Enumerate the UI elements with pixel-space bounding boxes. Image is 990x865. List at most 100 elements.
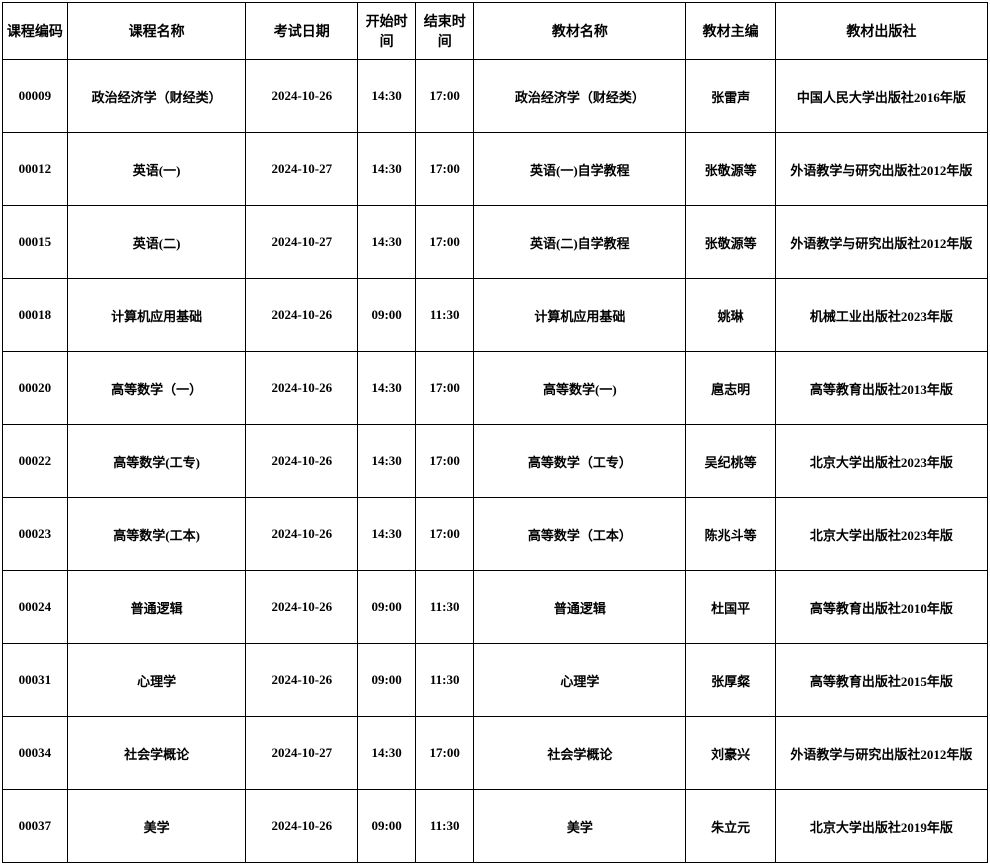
- cell-start: 09:00: [358, 644, 416, 717]
- cell-name: 社会学概论: [67, 717, 246, 790]
- header-end: 结束时间: [416, 3, 474, 60]
- table-row: 00037美学2024-10-2609:0011:30美学朱立元北京大学出版社2…: [3, 790, 988, 863]
- cell-name: 高等数学（一）: [67, 352, 246, 425]
- cell-date: 2024-10-27: [246, 133, 358, 206]
- cell-start: 14:30: [358, 425, 416, 498]
- header-date: 考试日期: [246, 3, 358, 60]
- cell-book: 心理学: [474, 644, 686, 717]
- cell-editor: 张敬源等: [686, 133, 775, 206]
- cell-editor: 吴纪桃等: [686, 425, 775, 498]
- header-start: 开始时间: [358, 3, 416, 60]
- cell-editor: 张敬源等: [686, 206, 775, 279]
- cell-editor: 张雷声: [686, 60, 775, 133]
- table-row: 00022高等数学(工专)2024-10-2614:3017:00高等数学（工专…: [3, 425, 988, 498]
- cell-publisher: 北京大学出版社2023年版: [775, 425, 987, 498]
- cell-date: 2024-10-26: [246, 60, 358, 133]
- cell-publisher: 中国人民大学出版社2016年版: [775, 60, 987, 133]
- cell-book: 美学: [474, 790, 686, 863]
- cell-book: 英语(一)自学教程: [474, 133, 686, 206]
- cell-start: 09:00: [358, 790, 416, 863]
- cell-end: 11:30: [416, 644, 474, 717]
- table-row: 00009政治经济学（财经类）2024-10-2614:3017:00政治经济学…: [3, 60, 988, 133]
- cell-code: 00020: [3, 352, 68, 425]
- cell-end: 17:00: [416, 60, 474, 133]
- cell-name: 英语(一): [67, 133, 246, 206]
- cell-start: 14:30: [358, 206, 416, 279]
- cell-code: 00018: [3, 279, 68, 352]
- cell-publisher: 高等教育出版社2015年版: [775, 644, 987, 717]
- exam-schedule-table: 课程编码课程名称考试日期开始时间结束时间教材名称教材主编教材出版社 00009政…: [2, 2, 988, 863]
- table-header-row: 课程编码课程名称考试日期开始时间结束时间教材名称教材主编教材出版社: [3, 3, 988, 60]
- cell-end: 11:30: [416, 571, 474, 644]
- header-book: 教材名称: [474, 3, 686, 60]
- cell-editor: 杜国平: [686, 571, 775, 644]
- cell-end: 17:00: [416, 352, 474, 425]
- cell-date: 2024-10-27: [246, 206, 358, 279]
- cell-publisher: 外语教学与研究出版社2012年版: [775, 717, 987, 790]
- cell-editor: 张厚粲: [686, 644, 775, 717]
- table-row: 00034社会学概论2024-10-2714:3017:00社会学概论刘豪兴外语…: [3, 717, 988, 790]
- cell-end: 11:30: [416, 790, 474, 863]
- cell-editor: 刘豪兴: [686, 717, 775, 790]
- cell-name: 英语(二): [67, 206, 246, 279]
- table-row: 00023高等数学(工本)2024-10-2614:3017:00高等数学（工本…: [3, 498, 988, 571]
- cell-date: 2024-10-26: [246, 352, 358, 425]
- cell-end: 17:00: [416, 425, 474, 498]
- cell-date: 2024-10-26: [246, 571, 358, 644]
- cell-name: 政治经济学（财经类）: [67, 60, 246, 133]
- cell-editor: 扈志明: [686, 352, 775, 425]
- cell-end: 11:30: [416, 279, 474, 352]
- cell-name: 计算机应用基础: [67, 279, 246, 352]
- cell-date: 2024-10-26: [246, 279, 358, 352]
- cell-book: 普通逻辑: [474, 571, 686, 644]
- cell-book: 英语(二)自学教程: [474, 206, 686, 279]
- cell-book: 高等数学（工本）: [474, 498, 686, 571]
- table-row: 00015英语(二)2024-10-2714:3017:00英语(二)自学教程张…: [3, 206, 988, 279]
- cell-date: 2024-10-27: [246, 717, 358, 790]
- cell-publisher: 北京大学出版社2023年版: [775, 498, 987, 571]
- cell-editor: 姚琳: [686, 279, 775, 352]
- cell-book: 高等数学（工专）: [474, 425, 686, 498]
- cell-book: 社会学概论: [474, 717, 686, 790]
- cell-publisher: 外语教学与研究出版社2012年版: [775, 206, 987, 279]
- cell-editor: 陈兆斗等: [686, 498, 775, 571]
- cell-publisher: 北京大学出版社2019年版: [775, 790, 987, 863]
- cell-book: 政治经济学（财经类）: [474, 60, 686, 133]
- table-row: 00018计算机应用基础2024-10-2609:0011:30计算机应用基础姚…: [3, 279, 988, 352]
- cell-date: 2024-10-26: [246, 790, 358, 863]
- cell-code: 00037: [3, 790, 68, 863]
- table-row: 00024普通逻辑2024-10-2609:0011:30普通逻辑杜国平高等教育…: [3, 571, 988, 644]
- cell-end: 17:00: [416, 206, 474, 279]
- table-row: 00020高等数学（一）2024-10-2614:3017:00高等数学(一)扈…: [3, 352, 988, 425]
- cell-code: 00024: [3, 571, 68, 644]
- cell-name: 美学: [67, 790, 246, 863]
- header-code: 课程编码: [3, 3, 68, 60]
- cell-book: 计算机应用基础: [474, 279, 686, 352]
- cell-start: 14:30: [358, 133, 416, 206]
- cell-start: 09:00: [358, 571, 416, 644]
- cell-end: 17:00: [416, 498, 474, 571]
- cell-code: 00034: [3, 717, 68, 790]
- cell-editor: 朱立元: [686, 790, 775, 863]
- cell-name: 高等数学(工本): [67, 498, 246, 571]
- cell-code: 00012: [3, 133, 68, 206]
- table-row: 00031心理学2024-10-2609:0011:30心理学张厚粲高等教育出版…: [3, 644, 988, 717]
- cell-code: 00015: [3, 206, 68, 279]
- cell-publisher: 机械工业出版社2023年版: [775, 279, 987, 352]
- cell-code: 00009: [3, 60, 68, 133]
- cell-publisher: 高等教育出版社2013年版: [775, 352, 987, 425]
- cell-start: 14:30: [358, 498, 416, 571]
- header-publisher: 教材出版社: [775, 3, 987, 60]
- cell-code: 00023: [3, 498, 68, 571]
- cell-start: 09:00: [358, 279, 416, 352]
- cell-date: 2024-10-26: [246, 644, 358, 717]
- header-editor: 教材主编: [686, 3, 775, 60]
- cell-name: 心理学: [67, 644, 246, 717]
- cell-publisher: 外语教学与研究出版社2012年版: [775, 133, 987, 206]
- cell-start: 14:30: [358, 352, 416, 425]
- cell-start: 14:30: [358, 60, 416, 133]
- cell-end: 17:00: [416, 133, 474, 206]
- cell-name: 普通逻辑: [67, 571, 246, 644]
- cell-start: 14:30: [358, 717, 416, 790]
- cell-book: 高等数学(一): [474, 352, 686, 425]
